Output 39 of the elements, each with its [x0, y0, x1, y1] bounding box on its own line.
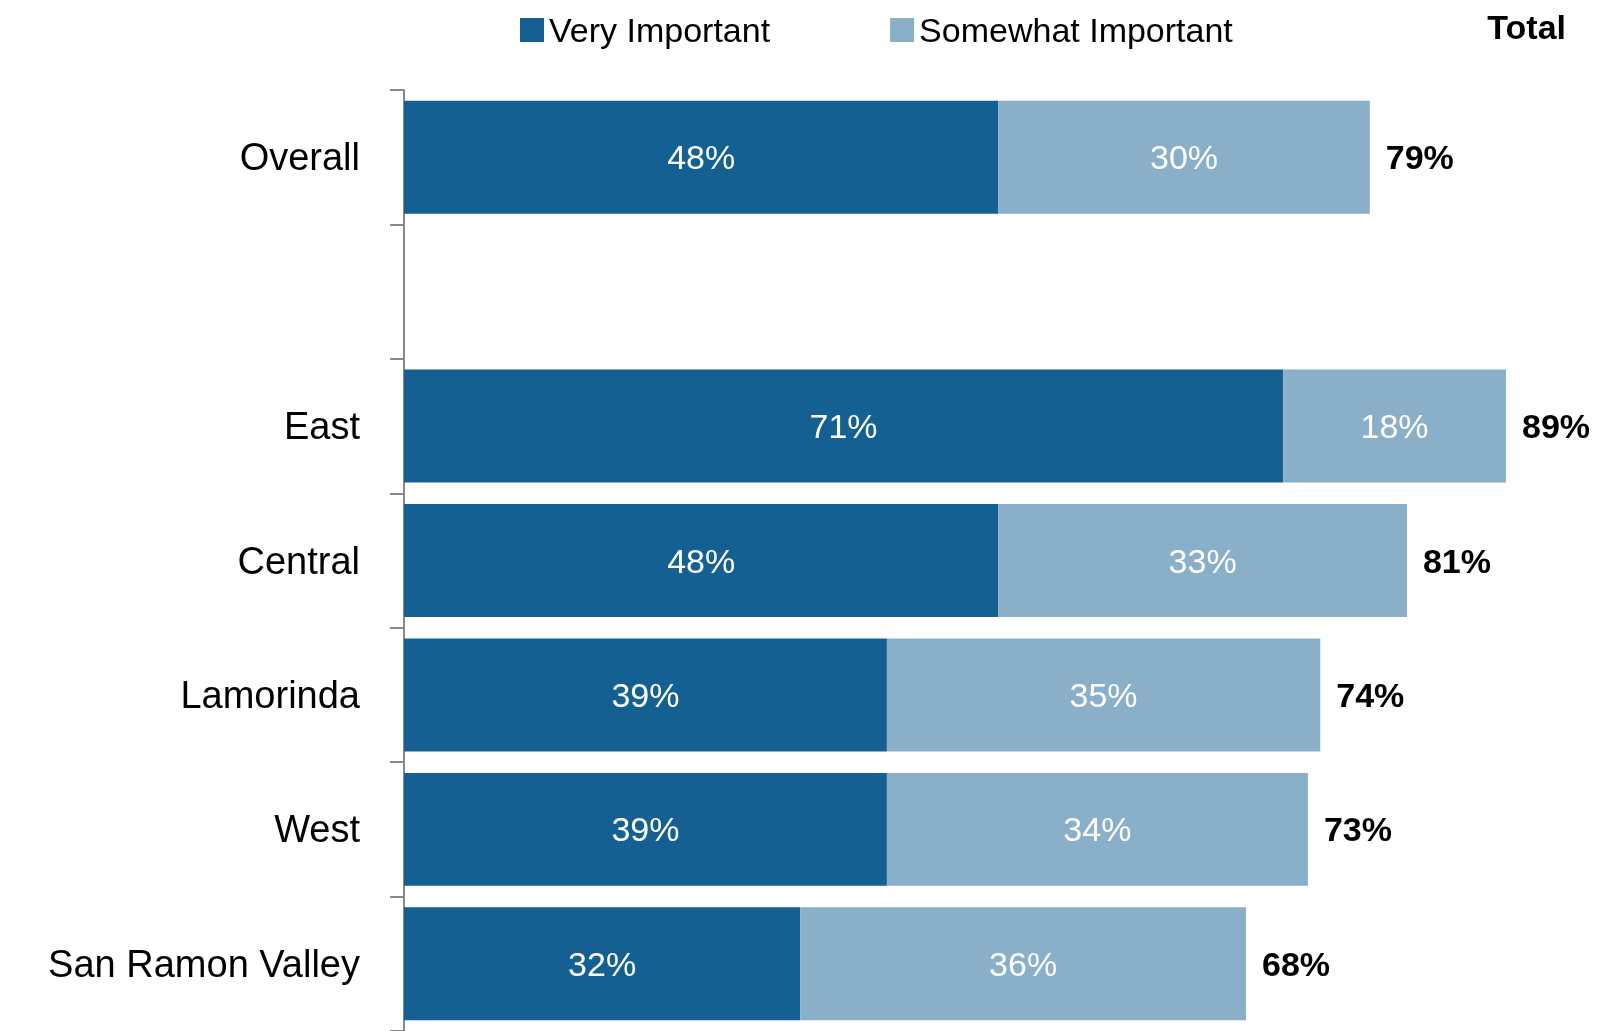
bar	[404, 100, 999, 214]
y-tick-label: Overall	[239, 136, 360, 179]
total-label: 81%	[1422, 541, 1492, 580]
total-label: 68%	[1261, 944, 1331, 983]
data-label: 30%	[1150, 138, 1219, 177]
bar	[404, 907, 801, 1021]
data-label: 36%	[989, 944, 1058, 983]
bar	[404, 772, 887, 886]
bar	[886, 638, 1321, 752]
bar	[404, 638, 887, 752]
data-label: 39%	[611, 810, 680, 849]
y-tick-label: Lamorinda	[180, 673, 361, 716]
bar	[404, 504, 999, 617]
data-label: 48%	[667, 138, 736, 177]
legend-label: Somewhat Important	[919, 11, 1234, 49]
data-label: 39%	[611, 675, 680, 714]
y-tick-label: San Ramon Valley	[48, 942, 360, 985]
text: Total	[1487, 8, 1567, 46]
y-tick-label: Central	[237, 539, 360, 582]
data-label: 32%	[568, 944, 637, 983]
data-label: 48%	[667, 541, 736, 580]
data-label: 35%	[1069, 675, 1138, 714]
data-label: 18%	[1360, 407, 1429, 446]
bar	[998, 504, 1407, 617]
legend-label: Very Important	[549, 11, 771, 49]
total-label: 79%	[1385, 138, 1454, 177]
total-label: 73%	[1323, 810, 1392, 849]
data-label: 33%	[1168, 541, 1237, 580]
bar	[886, 772, 1308, 886]
bar	[1283, 369, 1506, 483]
y-tick-label: West	[274, 808, 361, 851]
bar	[800, 907, 1246, 1021]
bar	[404, 369, 1284, 483]
data-label: 71%	[809, 407, 878, 446]
bar	[998, 100, 1370, 214]
data-label: 34%	[1063, 810, 1132, 849]
total-label: 89%	[1522, 407, 1591, 446]
y-tick-label: East	[283, 405, 361, 448]
total-label: 74%	[1336, 675, 1405, 714]
